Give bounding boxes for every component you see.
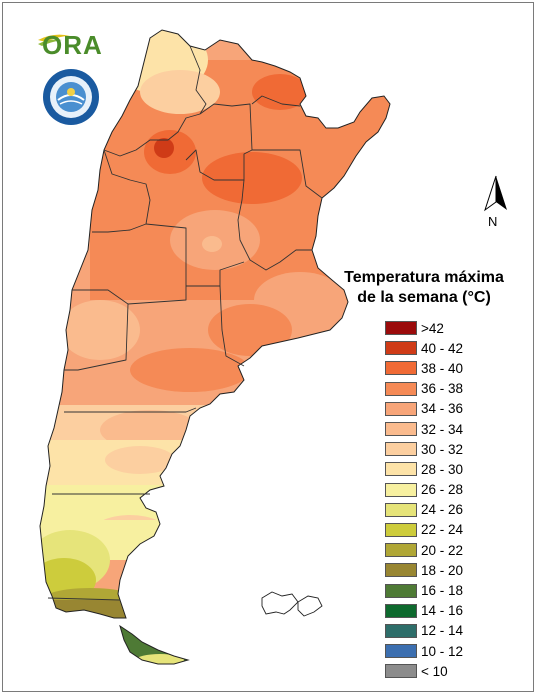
legend-swatch bbox=[385, 361, 417, 376]
legend-label: 10 - 12 bbox=[421, 643, 464, 659]
legend-label: 12 - 14 bbox=[421, 623, 464, 639]
legend-label: 22 - 24 bbox=[421, 522, 464, 538]
legend-label: 24 - 26 bbox=[421, 502, 464, 518]
legend-title-line2: de la semana (°C) bbox=[357, 289, 491, 306]
legend-item: 20 - 22 bbox=[385, 540, 524, 560]
legend-item: 32 - 34 bbox=[385, 419, 524, 439]
legend-swatch bbox=[385, 543, 417, 558]
legend-label: 20 - 22 bbox=[421, 542, 464, 558]
legend-swatch bbox=[385, 482, 417, 497]
legend-item: 34 - 36 bbox=[385, 399, 524, 419]
legend-item: 18 - 20 bbox=[385, 560, 524, 580]
legend-item: 24 - 26 bbox=[385, 500, 524, 520]
legend-label: 36 - 38 bbox=[421, 381, 464, 397]
north-arrow-icon bbox=[484, 175, 507, 212]
smn-seal-icon bbox=[43, 69, 99, 125]
legend: Temperatura máxima de la semana (°C) >42… bbox=[344, 268, 524, 681]
legend-swatch bbox=[385, 563, 417, 578]
legend-item: 36 - 38 bbox=[385, 379, 524, 399]
legend-title: Temperatura máxima de la semana (°C) bbox=[344, 268, 504, 308]
legend-swatch bbox=[385, 321, 417, 336]
legend-item: 38 - 40 bbox=[385, 358, 524, 378]
ora-logo-text: ORA bbox=[42, 30, 103, 60]
legend-title-line1: Temperatura máxima bbox=[344, 269, 504, 286]
legend-swatch bbox=[385, 422, 417, 437]
legend-item: 16 - 18 bbox=[385, 580, 524, 600]
north-label: N bbox=[488, 214, 498, 229]
legend-label: < 10 bbox=[421, 663, 448, 679]
legend-swatch bbox=[385, 502, 417, 517]
legend-swatch bbox=[385, 462, 417, 477]
legend-label: >42 bbox=[421, 320, 444, 336]
legend-swatch bbox=[385, 664, 417, 679]
legend-item: 28 - 30 bbox=[385, 459, 524, 479]
legend-item: 10 - 12 bbox=[385, 641, 524, 661]
legend-label: 32 - 34 bbox=[421, 421, 464, 437]
legend-swatch bbox=[385, 442, 417, 457]
legend-item: 14 - 16 bbox=[385, 601, 524, 621]
legend-label: 30 - 32 bbox=[421, 441, 464, 457]
legend-swatch bbox=[385, 381, 417, 396]
legend-item: 40 - 42 bbox=[385, 338, 524, 358]
legend-item: >42 bbox=[385, 318, 524, 338]
legend-label: 14 - 16 bbox=[421, 603, 464, 619]
legend-swatch bbox=[385, 583, 417, 598]
legend-label: 40 - 42 bbox=[421, 340, 464, 356]
legend-swatch bbox=[385, 623, 417, 638]
legend-label: 26 - 28 bbox=[421, 482, 464, 498]
legend-label: 34 - 36 bbox=[421, 401, 464, 417]
legend-item: 30 - 32 bbox=[385, 439, 524, 459]
legend-item: < 10 bbox=[385, 661, 524, 681]
legend-label: 18 - 20 bbox=[421, 562, 464, 578]
legend-label: 16 - 18 bbox=[421, 583, 464, 599]
legend-label: 28 - 30 bbox=[421, 461, 464, 477]
legend-label: 38 - 40 bbox=[421, 360, 464, 376]
legend-swatch bbox=[385, 522, 417, 537]
legend-rows: >42 40 - 42 38 - 40 36 - 38 34 - 36 32 - 34 30… bbox=[344, 318, 524, 681]
ora-logo-icon bbox=[38, 34, 70, 46]
legend-swatch bbox=[385, 644, 417, 659]
legend-item: 26 - 28 bbox=[385, 480, 524, 500]
legend-swatch bbox=[385, 341, 417, 356]
legend-swatch bbox=[385, 603, 417, 618]
legend-item: 12 - 14 bbox=[385, 621, 524, 641]
legend-swatch bbox=[385, 401, 417, 416]
legend-item: 22 - 24 bbox=[385, 520, 524, 540]
